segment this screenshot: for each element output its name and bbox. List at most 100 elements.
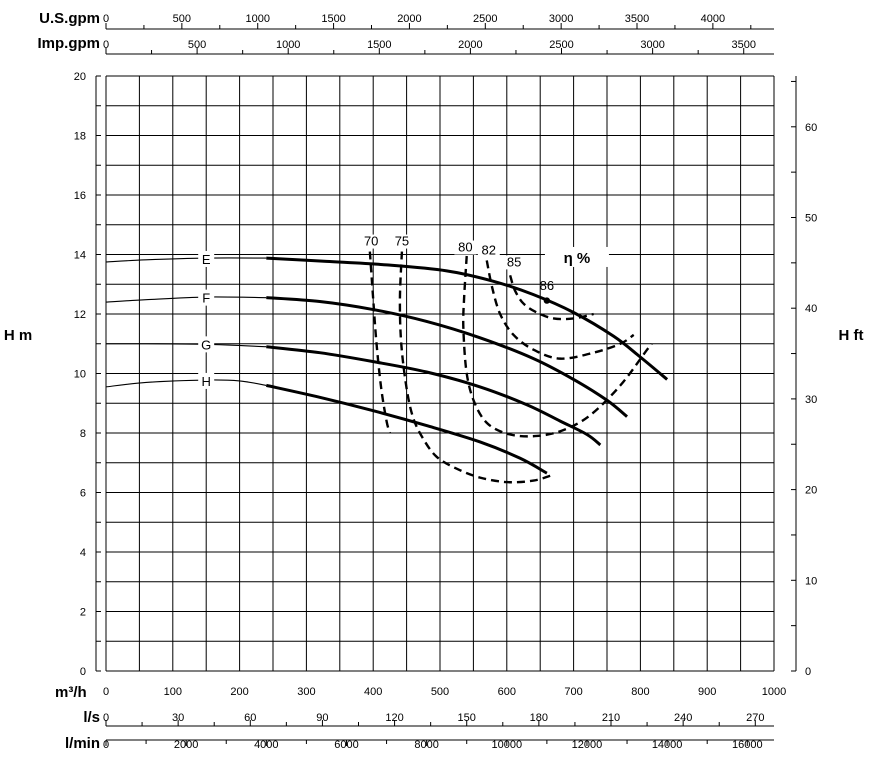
y-axis-left-tick-label: 10	[74, 369, 86, 381]
efficiency-curve-80	[462, 255, 653, 438]
efficiency-label-bg	[390, 234, 413, 249]
efficiency-label-75: 75	[395, 234, 409, 249]
x-axis-tick-label: 400	[364, 686, 382, 698]
x-axis-tick-label: 100	[164, 686, 182, 698]
x-axis-tick-label: 300	[297, 686, 315, 698]
eta-label-bg	[544, 246, 609, 267]
lpm-scale-tick-label: 6000	[334, 739, 358, 751]
efficiency-label-bg	[360, 234, 383, 249]
series-label-G: G	[201, 337, 211, 352]
lps-scale-tick-label: 150	[458, 712, 476, 724]
y-axis-right-tick-label: 0	[805, 666, 811, 678]
impgpm-scale-tick-label: 2500	[549, 39, 573, 51]
lps-scale-tick-label: 240	[674, 712, 692, 724]
usgpm-scale-tick-label: 2500	[473, 13, 497, 25]
series-label-E: E	[202, 252, 211, 267]
lpm-scale-tick-label: 10000	[492, 739, 523, 751]
head-curve-F-extension	[105, 296, 267, 303]
head-curve-H-extension	[105, 379, 267, 388]
x-axis-tick-label: 500	[431, 686, 449, 698]
series-label-bg	[198, 250, 215, 267]
usgpm-scale-title: U.S.gpm	[39, 10, 100, 27]
x-axis-tick-label: 700	[564, 686, 582, 698]
efficiency-layer	[368, 251, 653, 484]
series-label-bg	[198, 372, 215, 389]
impgpm-scale-tick-label: 2000	[458, 39, 482, 51]
impgpm-scale-title: Imp.gpm	[38, 35, 101, 52]
y-axis-left-tick-label: 12	[74, 309, 86, 321]
y-axis-right-tick-label: 20	[805, 485, 817, 497]
efficiency-label-82: 82	[482, 243, 496, 258]
usgpm-scale-tick-label: 3500	[625, 13, 649, 25]
impgpm-scale-tick-label: 0	[103, 39, 109, 51]
x-axis-tick-label: 1000	[762, 686, 786, 698]
y-axis-title-right: H ft	[839, 327, 864, 344]
lps-scale-tick-label: 270	[746, 712, 764, 724]
eta-percent-label: η %	[564, 250, 591, 267]
x-axis-tick-label: 600	[498, 686, 516, 698]
head-curve-E-extension	[105, 257, 267, 263]
lpm-scale-tick-label: 14000	[652, 739, 683, 751]
efficiency-curve-82	[485, 260, 635, 360]
head-curve-G-extension	[105, 343, 267, 348]
impgpm-scale-tick-label: 3000	[640, 39, 664, 51]
usgpm-scale-tick-label: 3000	[549, 13, 573, 25]
usgpm-scale-tick-label: 0	[103, 13, 109, 25]
labels-layer: E F G H 70 75 80 82 85 86 η %	[198, 234, 609, 389]
x-axis-tick-label: 900	[698, 686, 716, 698]
y-axis-left-tick-label: 14	[74, 250, 86, 262]
efficiency-label-bg	[454, 240, 477, 255]
x-axis-title: m³/h	[55, 684, 87, 701]
usgpm-scale-tick-label: 1000	[245, 13, 269, 25]
y-axis-left-tick-label: 16	[74, 190, 86, 202]
lps-scale-tick-label: 90	[316, 712, 328, 724]
y-axis-left-tick-label: 20	[74, 71, 86, 83]
lps-scale-tick-label: 60	[244, 712, 256, 724]
lps-scale-tick-label: 180	[530, 712, 548, 724]
impgpm-scale-tick-label: 1000	[276, 39, 300, 51]
x-axis-tick-label: 200	[230, 686, 248, 698]
lps-scale-tick-label: 210	[602, 712, 620, 724]
usgpm-scale-tick-label: 500	[173, 13, 191, 25]
efficiency-label-86: 86	[540, 278, 554, 293]
lps-scale-title: l/s	[83, 709, 100, 726]
impgpm-scale-tick-label: 3500	[731, 39, 755, 51]
usgpm-scale-tick-label: 4000	[701, 13, 725, 25]
lpm-scale-tick-label: 12000	[572, 739, 603, 751]
y-axis-left-tick-label: 8	[80, 428, 86, 440]
series-label-H: H	[202, 374, 211, 389]
head-curve-H	[265, 383, 548, 475]
impgpm-scale-tick-label: 1500	[367, 39, 391, 51]
series-label-F: F	[202, 291, 210, 306]
lpm-scale-tick-label: 2000	[174, 739, 198, 751]
lps-scale-tick-label: 120	[385, 712, 403, 724]
series-label-bg	[198, 336, 215, 353]
best-efficiency-point	[543, 297, 551, 304]
usgpm-scale-tick-label: 2000	[397, 13, 421, 25]
unit-scales-layer: 0 500 1000 1500 2000 2500 3000 3500 4000U.S.gpm0…	[38, 10, 774, 752]
head-curve-G	[266, 345, 602, 447]
grid-layer	[105, 75, 775, 672]
head-curve-F	[266, 296, 628, 418]
lpm-scale-tick-label: 16000	[732, 739, 763, 751]
efficiency-label-bg	[503, 255, 526, 270]
series-label-bg	[198, 289, 215, 306]
lps-scale-tick-label: 30	[172, 712, 184, 724]
lpm-scale-tick-label: 0	[103, 739, 109, 751]
usgpm-scale-tick-label: 1500	[321, 13, 345, 25]
efficiency-curve-75	[398, 251, 554, 484]
x-axis-tick-label: 800	[631, 686, 649, 698]
efficiency-label-bg	[477, 243, 500, 258]
efficiency-curve-85	[508, 274, 594, 321]
x-axis-tick-label: 0	[103, 686, 109, 698]
y-axis-left-tick-label: 0	[80, 666, 86, 678]
lps-scale-tick-label: 0	[103, 712, 109, 724]
y-axis-left-tick-label: 4	[80, 547, 86, 559]
lpm-scale-title: l/min	[65, 735, 100, 752]
head-curve-E	[266, 256, 669, 381]
efficiency-label-85: 85	[507, 254, 521, 269]
efficiency-label-70: 70	[364, 234, 378, 249]
y-axis-right-tick-label: 60	[805, 122, 817, 134]
